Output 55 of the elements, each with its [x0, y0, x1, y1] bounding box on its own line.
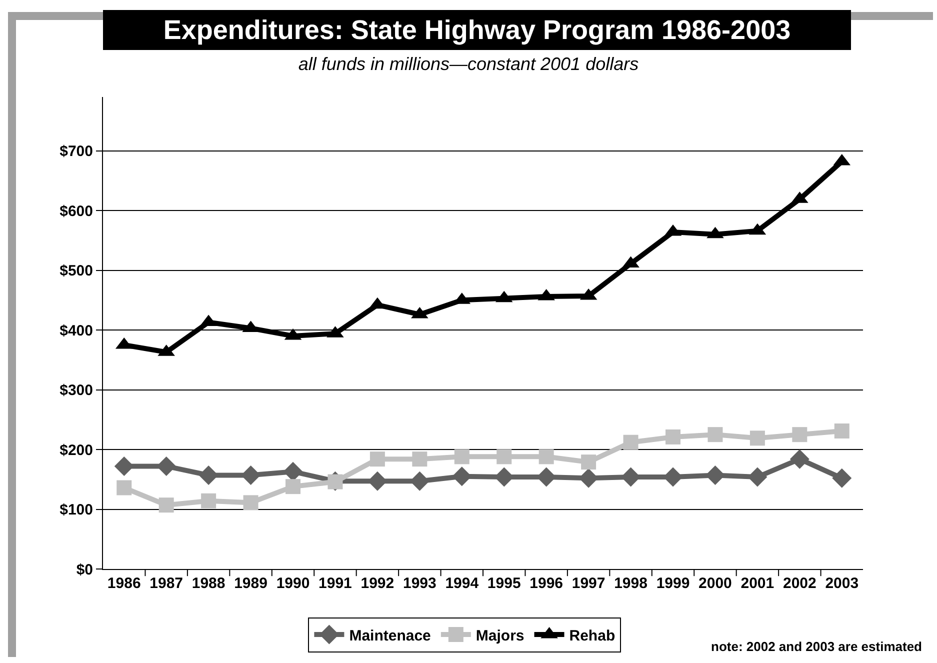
point	[286, 479, 300, 494]
x-tick-label: 1990	[276, 575, 310, 592]
legend-label: Maintenace	[349, 627, 431, 644]
x-tick-label: 1993	[402, 575, 436, 592]
point	[283, 462, 303, 482]
x-tick-label: 1994	[445, 575, 480, 592]
point	[370, 452, 385, 467]
x-tick-label: 2000	[698, 575, 732, 592]
point	[581, 454, 596, 470]
chart-title: Expenditures: State Highway Program 1986-2003	[103, 10, 851, 50]
point	[538, 449, 554, 464]
chart-subtitle: all funds in millions—constant 2001 dollars	[297, 54, 640, 75]
y-tick-label: $0	[76, 561, 93, 578]
x-tick-label: 1995	[487, 575, 521, 592]
point	[241, 465, 261, 485]
x-tick-label: 1988	[192, 575, 226, 592]
x-tick-label: 1996	[530, 575, 564, 592]
x-tick-label: 2002	[782, 575, 816, 592]
x-tick-label: 1998	[614, 575, 648, 592]
point	[412, 452, 428, 467]
y-tick-label: $300	[60, 382, 93, 400]
x-tick-label: 1986	[107, 575, 141, 592]
point	[496, 449, 512, 464]
point	[158, 498, 174, 513]
point	[116, 480, 132, 496]
point	[750, 430, 765, 446]
point	[201, 493, 216, 508]
y-tick-label: $200	[60, 442, 93, 459]
point	[748, 467, 768, 487]
text: note: 2002 and 2003 are estimated	[711, 639, 922, 654]
x-tick-label: 1999	[656, 575, 690, 592]
point	[666, 429, 680, 444]
point	[578, 468, 598, 488]
x-tick-label: 1989	[234, 575, 268, 592]
y-tick-label: $100	[60, 502, 93, 518]
x-tick-label: 2003	[825, 575, 859, 592]
x-tick-label: 2001	[740, 575, 774, 592]
point	[790, 449, 810, 469]
point	[834, 423, 850, 438]
point	[623, 434, 638, 450]
x-tick-label: 1987	[150, 575, 184, 592]
point	[243, 495, 258, 510]
y-tick-label: $700	[60, 143, 93, 160]
point	[832, 468, 852, 488]
y-tick-label: $500	[60, 262, 93, 280]
legend-label: Majors	[476, 627, 524, 644]
y-tick-label: $400	[60, 322, 93, 340]
x-tick-label: 1997	[572, 575, 606, 592]
point	[708, 427, 723, 442]
legend-label: Rehab	[569, 627, 616, 644]
point	[454, 449, 470, 464]
point	[792, 427, 808, 442]
x-tick-label: 1992	[360, 575, 394, 592]
y-tick-label: $600	[60, 202, 93, 220]
x-tick-label: 1991	[318, 575, 352, 592]
